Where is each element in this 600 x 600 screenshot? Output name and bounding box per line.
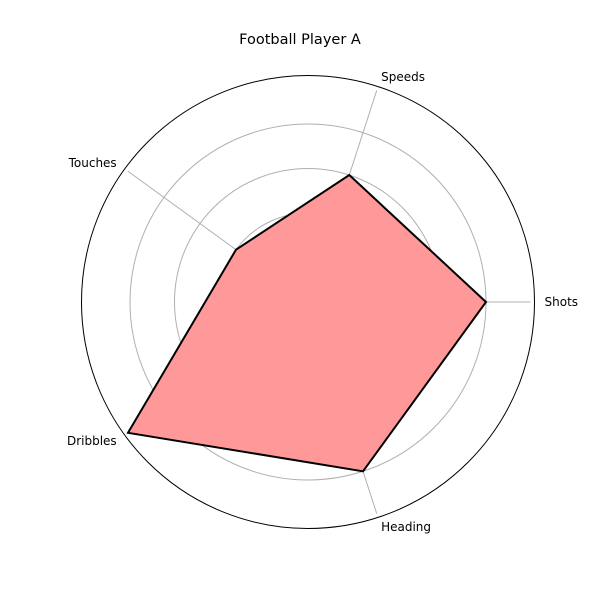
axis-labels: Shots Speeds Touches Dribbles Heading — [67, 70, 578, 534]
chart-title: Football Player A — [239, 32, 361, 48]
series-polygon-1 — [126, 173, 488, 473]
axis-label-speeds: Speeds — [381, 70, 425, 84]
outer-frame — [81, 75, 535, 529]
axis-label-heading: Heading — [381, 520, 431, 534]
axis-label-dribbles: Dribbles — [67, 434, 117, 448]
series-layer — [126, 173, 488, 473]
axis-label-shots: Shots — [545, 295, 579, 309]
axis-label-touches: Touches — [68, 156, 117, 170]
